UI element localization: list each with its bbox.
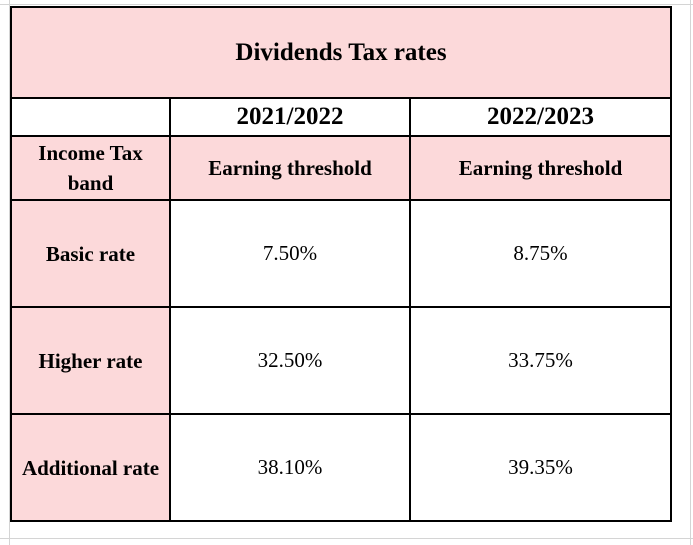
gridline (9, 0, 10, 545)
band-label-additional[interactable]: Additional rate (10, 413, 171, 522)
title-row: Dividends Tax rates (9, 6, 673, 99)
table-row: Higher rate 32.50% 33.75% (10, 306, 673, 415)
year-header-2021[interactable]: 2021/2022 (169, 97, 411, 137)
threshold-header-2022[interactable]: Earning threshold (408, 135, 673, 201)
rate-value[interactable]: 8.75% (408, 199, 673, 308)
gridline (690, 0, 691, 545)
year-row: 2021/2022 2022/2023 (10, 97, 673, 137)
income-tax-band-header[interactable]: Income Tax band (10, 135, 171, 201)
band-label-higher[interactable]: Higher rate (10, 306, 171, 415)
dividends-tax-table: Dividends Tax rates 2021/2022 2022/2023 … (9, 6, 673, 522)
table-row: Basic rate 7.50% 8.75% (10, 199, 673, 308)
gridline (0, 4, 693, 5)
table-row: Additional rate 38.10% 39.35% (10, 413, 673, 522)
rate-value[interactable]: 33.75% (408, 306, 673, 415)
band-label-basic[interactable]: Basic rate (10, 199, 171, 308)
rate-value[interactable]: 39.35% (408, 413, 673, 522)
gridline (0, 538, 693, 539)
year-header-2022[interactable]: 2022/2023 (408, 97, 673, 137)
threshold-header-2021[interactable]: Earning threshold (169, 135, 411, 201)
rate-value[interactable]: 38.10% (169, 413, 411, 522)
rate-value[interactable]: 32.50% (169, 306, 411, 415)
table-title[interactable]: Dividends Tax rates (9, 6, 673, 99)
blank-cell[interactable] (10, 97, 171, 137)
header-row: Income Tax band Earning threshold Earnin… (10, 135, 673, 201)
rate-value[interactable]: 7.50% (169, 199, 411, 308)
